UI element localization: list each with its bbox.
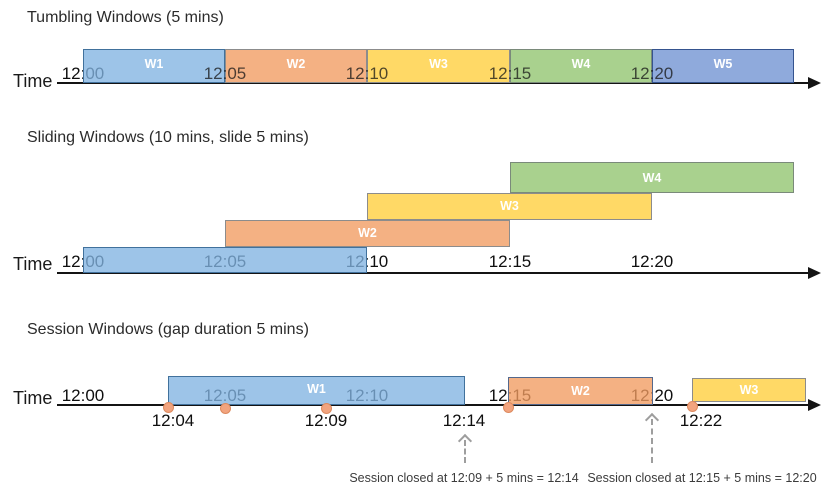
window-label-w2: W2 [571, 384, 590, 398]
window-box-w1 [83, 49, 225, 83]
window-box-w3 [367, 49, 510, 83]
event-time-label-12-04: 12:04 [151, 411, 195, 430]
tumbling-title: Tumbling Windows (5 mins) [27, 9, 224, 26]
time-axis-line [57, 82, 810, 84]
window-label-w2: W2 [358, 226, 377, 240]
time-axis-arrowhead [808, 77, 821, 89]
time-axis-label: Time [13, 254, 53, 274]
event-dot-12-15 [503, 402, 514, 413]
window-label-w4: W4 [571, 57, 591, 71]
window-label-w4: W4 [642, 171, 662, 185]
event-time-label-12-09: 12:09 [304, 411, 348, 430]
time-axis-arrowhead [808, 267, 821, 279]
event-dot [220, 403, 231, 414]
window-box-w2 [508, 377, 653, 405]
window-box-w4 [510, 49, 652, 83]
tick-12-20: 12:20 [630, 252, 674, 271]
time-axis-arrowhead [808, 399, 821, 411]
window-box-w1 [168, 376, 465, 405]
window-box-w4 [510, 162, 794, 193]
event-time-label-12-22: 12:22 [679, 411, 723, 430]
window-label-w1: W1 [144, 57, 164, 71]
dashed-arrow-stem [464, 440, 466, 463]
event-time-label-12-14: 12:14 [442, 411, 486, 430]
window-box-w2 [225, 220, 510, 247]
event-dot-12-04 [163, 402, 174, 413]
window-label-w2: W2 [286, 57, 306, 71]
window-box-w2 [225, 49, 367, 83]
window-label-w3: W3 [429, 57, 448, 71]
window-box-w1 [83, 247, 367, 273]
window-label-w3: W3 [739, 383, 759, 397]
tick-12-00: 12:00 [61, 386, 105, 405]
window-box-w3 [692, 378, 806, 402]
session-close-annotation-2: Session closed at 12:15 + 5 mins = 12:20 [587, 471, 817, 485]
event-dot-12-22 [687, 401, 698, 412]
session-close-annotation-1: Session closed at 12:09 + 5 mins = 12:14 [349, 471, 579, 485]
event-dot-12-09 [321, 403, 332, 414]
window-box-w5 [652, 49, 794, 83]
window-box-w3 [367, 193, 652, 220]
dashed-arrow-stem [651, 419, 653, 463]
window-label-w3: W3 [500, 199, 519, 213]
tick-12-20: 12:20 [630, 64, 674, 83]
window-label-w1: W1 [307, 382, 326, 396]
window-label-w5: W5 [713, 57, 733, 71]
tick-12-15: 12:15 [488, 252, 532, 271]
time-axis-label: Time [13, 388, 53, 408]
time-axis-line [57, 272, 810, 274]
tick-12-10: 12:10 [345, 64, 389, 83]
time-axis-label: Time [13, 71, 53, 91]
session-title: Session Windows (gap duration 5 mins) [27, 321, 309, 338]
time-axis-line [57, 404, 810, 406]
tick-12-15: 12:15 [488, 64, 532, 83]
sliding-title: Sliding Windows (10 mins, slide 5 mins) [27, 129, 309, 146]
tick-12-05: 12:05 [203, 64, 247, 83]
